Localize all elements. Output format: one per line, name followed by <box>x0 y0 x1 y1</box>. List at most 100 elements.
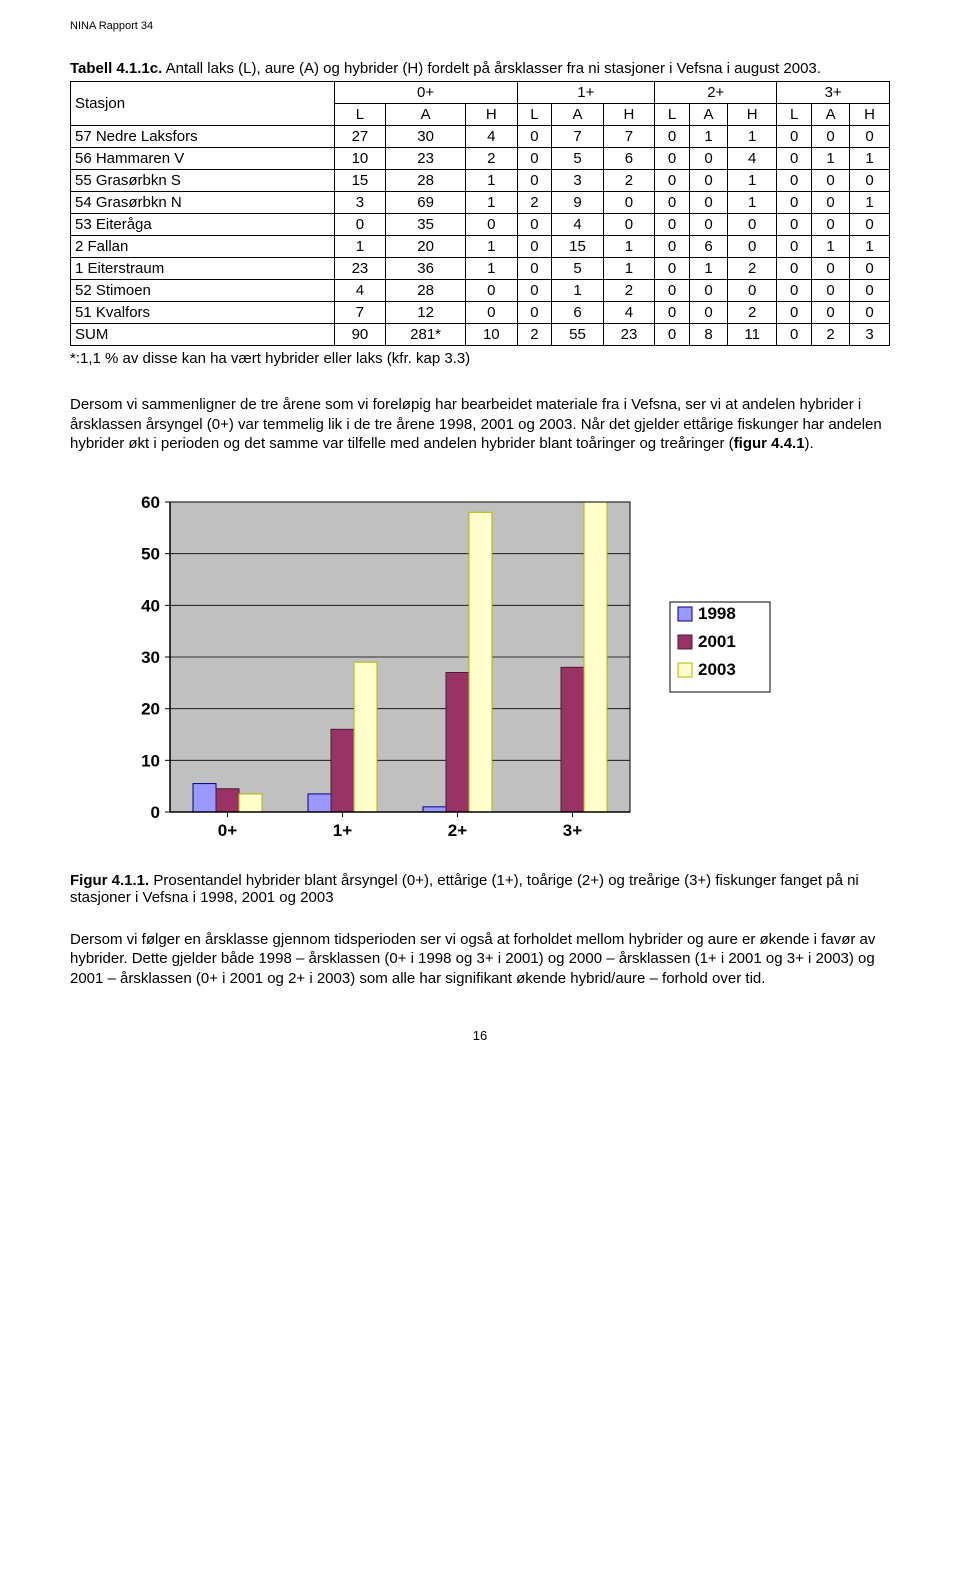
svg-text:3+: 3+ <box>563 821 582 840</box>
paragraph-2: Dersom vi følger en årsklasse gjennom ti… <box>70 930 890 989</box>
table-cell: 55 <box>552 324 603 346</box>
table-row-label: SUM <box>71 324 335 346</box>
table-cell: 10 <box>334 148 385 170</box>
table-row-label: 1 Eiterstraum <box>71 258 335 280</box>
svg-text:2+: 2+ <box>448 821 467 840</box>
table-cell: 0 <box>655 148 690 170</box>
table-cell: 0 <box>689 280 727 302</box>
table-cell: 281* <box>386 324 466 346</box>
table-cell: 0 <box>812 170 850 192</box>
table-cell: 0 <box>850 214 890 236</box>
table-cell: 0 <box>728 236 777 258</box>
table-cell: 4 <box>603 302 654 324</box>
table-cell: 0 <box>850 258 890 280</box>
table-cell: 1 <box>603 236 654 258</box>
table-cell: 5 <box>552 148 603 170</box>
table-cell: 7 <box>603 126 654 148</box>
para1-bold: figur 4.4.1 <box>734 435 805 452</box>
table-cell: 2 <box>812 324 850 346</box>
table-cell: 23 <box>386 148 466 170</box>
table-cell: 15 <box>334 170 385 192</box>
table-cell: 10 <box>466 324 517 346</box>
table-title: Tabell 4.1.1c. Antall laks (L), aure (A)… <box>70 60 890 77</box>
table-cell: 0 <box>466 302 517 324</box>
table-cell: 27 <box>334 126 385 148</box>
subcol-header: A <box>386 104 466 126</box>
table-cell: 1 <box>466 170 517 192</box>
table-cell: 1 <box>466 192 517 214</box>
table-cell: 23 <box>603 324 654 346</box>
table-row-label: 2 Fallan <box>71 236 335 258</box>
table-row-label: 51 Kvalfors <box>71 302 335 324</box>
subcol-header: H <box>466 104 517 126</box>
subcol-header: H <box>603 104 654 126</box>
table-cell: 0 <box>850 280 890 302</box>
table-cell: 1 <box>728 192 777 214</box>
table-cell: 0 <box>655 258 690 280</box>
table-cell: 0 <box>812 280 850 302</box>
figure-label: Figur 4.1.1. <box>70 872 149 889</box>
table-row-label: 52 Stimoen <box>71 280 335 302</box>
table-cell: 0 <box>689 192 727 214</box>
table-cell: 0 <box>655 302 690 324</box>
table-cell: 0 <box>517 236 552 258</box>
table-cell: 0 <box>812 302 850 324</box>
table-cell: 0 <box>812 214 850 236</box>
figure-title: Figur 4.1.1. Prosentandel hybrider blant… <box>70 872 890 906</box>
report-header: NINA Rapport 34 <box>70 20 890 32</box>
subcol-header: L <box>777 104 812 126</box>
table-cell: 0 <box>655 170 690 192</box>
table-cell: 36 <box>386 258 466 280</box>
table-cell: 28 <box>386 170 466 192</box>
table-cell: 2 <box>728 258 777 280</box>
table-cell: 0 <box>517 126 552 148</box>
table-cell: 5 <box>552 258 603 280</box>
table-cell: 20 <box>386 236 466 258</box>
svg-text:20: 20 <box>141 699 160 718</box>
table-cell: 0 <box>655 324 690 346</box>
table-cell: 7 <box>552 126 603 148</box>
table-cell: 90 <box>334 324 385 346</box>
table-cell: 0 <box>812 258 850 280</box>
svg-text:50: 50 <box>141 544 160 563</box>
age-group-header: 3+ <box>777 82 890 104</box>
table-cell: 0 <box>603 192 654 214</box>
table-cell: 1 <box>689 258 727 280</box>
table-cell: 2 <box>517 192 552 214</box>
table-cell: 1 <box>552 280 603 302</box>
table-cell: 3 <box>850 324 890 346</box>
table-cell: 0 <box>689 214 727 236</box>
table-cell: 15 <box>552 236 603 258</box>
table-cell: 2 <box>728 302 777 324</box>
table-row-label: 53 Eiteråga <box>71 214 335 236</box>
table-cell: 1 <box>728 170 777 192</box>
data-table: Stasjon0+1+2+3+LAHLAHLAHLAH57 Nedre Laks… <box>70 81 890 346</box>
table-cell: 7 <box>334 302 385 324</box>
table-cell: 0 <box>777 258 812 280</box>
table-cell: 0 <box>812 192 850 214</box>
table-cell: 0 <box>777 214 812 236</box>
table-cell: 0 <box>777 324 812 346</box>
svg-text:10: 10 <box>141 751 160 770</box>
table-cell: 0 <box>812 126 850 148</box>
chart-svg: 01020304050600+1+2+3+199820012003 <box>110 482 790 852</box>
table-cell: 0 <box>777 148 812 170</box>
figure-caption: Prosentandel hybrider blant årsyngel (0+… <box>70 872 859 906</box>
table-cell: 0 <box>655 192 690 214</box>
table-cell: 2 <box>603 280 654 302</box>
table-cell: 2 <box>603 170 654 192</box>
table-cell: 6 <box>689 236 727 258</box>
table-cell: 11 <box>728 324 777 346</box>
table-cell: 69 <box>386 192 466 214</box>
table-cell: 0 <box>334 214 385 236</box>
table-cell: 0 <box>689 302 727 324</box>
table-row-label: 57 Nedre Laksfors <box>71 126 335 148</box>
table-cell: 0 <box>517 280 552 302</box>
table-cell: 0 <box>655 236 690 258</box>
table-cell: 35 <box>386 214 466 236</box>
subcol-header: L <box>334 104 385 126</box>
table-cell: 28 <box>386 280 466 302</box>
subcol-header: H <box>728 104 777 126</box>
table-cell: 1 <box>689 126 727 148</box>
subcol-header: L <box>517 104 552 126</box>
